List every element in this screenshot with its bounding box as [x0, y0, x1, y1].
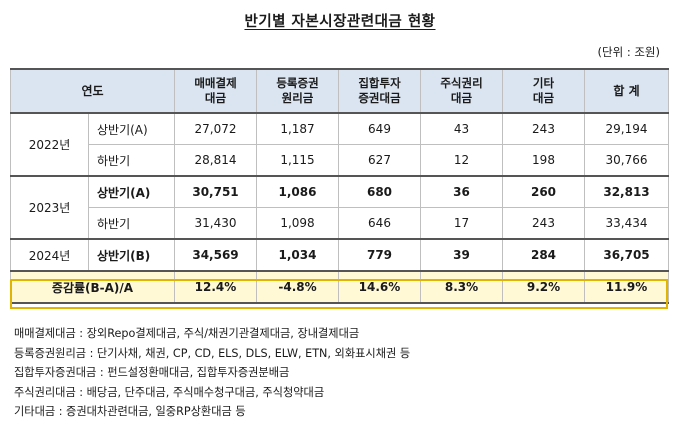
header-registered-l2: 원리금 — [281, 91, 314, 105]
value-cell: 680 — [338, 175, 421, 208]
value-cell: 649 — [338, 112, 421, 145]
half-cell: 하반기 — [88, 144, 175, 177]
footnote: 주식권리대금 : 배당금, 단주대금, 주식매수청구대금, 주식청약대금 — [14, 385, 325, 399]
header-registered: 등록증권 원리금 — [256, 68, 339, 114]
table-row: 2024년 상반기(B) 34,569 1,034 779 39 284 36,… — [10, 238, 669, 272]
value-cell: 646 — [338, 207, 421, 240]
header-total: 합 계 — [584, 68, 669, 114]
rate-cell: 14.6% — [338, 270, 421, 304]
value-cell: 30,751 — [174, 175, 257, 208]
header-rights-l2: 대금 — [450, 91, 473, 105]
rate-cell: 11.9% — [584, 270, 669, 304]
unit-label: (단위 : 조원) — [597, 45, 660, 59]
value-cell: 243 — [502, 207, 585, 240]
footnote: 기타대금 : 증권대차관련대금, 일중RP상환대금 등 — [14, 405, 246, 418]
table-row: 하반기 28,814 1,115 627 12 198 30,766 — [11, 144, 669, 177]
footnote: 등록증권원리금 : 단기사채, 채권, CP, CD, ELS, DLS, EL… — [14, 346, 411, 360]
value-cell: 34,569 — [174, 238, 257, 272]
value-cell: 1,086 — [256, 175, 339, 208]
footnote: 집합투자증권대금 : 펀드설정환매대금, 집합투자증권분배금 — [14, 366, 290, 379]
table-row: 하반기 31,430 1,098 646 17 243 33,434 — [11, 207, 669, 240]
value-cell: 1,187 — [256, 112, 339, 145]
half-cell: 상반기(A) — [88, 112, 175, 145]
total-cell: 36,705 — [584, 238, 669, 272]
header-other: 기타 대금 — [502, 68, 585, 114]
value-cell: 27,072 — [174, 112, 257, 145]
header-other-l1: 기타 — [532, 76, 555, 90]
capital-market-table: 연도 매매결제 대금 등록증권 원리금 집합투자 증권대금 주식권리 대금 기타 대금 합… — [10, 68, 669, 304]
value-cell: 1,098 — [256, 207, 339, 240]
header-rights-l1: 주식권리 — [440, 76, 483, 90]
year-cell: 2022년 — [10, 112, 89, 177]
header-year: 연도 — [10, 68, 175, 114]
rate-cell: 12.4% — [174, 270, 257, 304]
value-cell: 198 — [502, 144, 585, 177]
rate-cell: 9.2% — [502, 270, 585, 304]
value-cell: 779 — [338, 238, 421, 272]
total-cell: 33,434 — [584, 207, 669, 240]
value-cell: 43 — [420, 112, 503, 145]
value-cell: 36 — [420, 175, 503, 208]
year-cell: 2023년 — [10, 175, 89, 240]
year-cell: 2024년 — [10, 238, 89, 272]
header-rights: 주식권리 대금 — [420, 68, 503, 114]
rate-label: 증감률(B-A)/A — [10, 270, 175, 304]
page-title: 반기별 자본시장관련대금 현황 — [0, 10, 680, 31]
header-row: 연도 매매결제 대금 등록증권 원리금 집합투자 증권대금 주식권리 대금 기타 대금 합… — [10, 68, 669, 114]
value-cell: 28,814 — [174, 144, 257, 177]
value-cell: 1,034 — [256, 238, 339, 272]
value-cell: 260 — [502, 175, 585, 208]
half-cell: 하반기 — [88, 207, 175, 240]
total-cell: 32,813 — [584, 175, 669, 208]
value-cell: 627 — [338, 144, 421, 177]
header-settlement-l2: 대금 — [204, 91, 227, 105]
rate-cell: 8.3% — [420, 270, 503, 304]
value-cell: 12 — [420, 144, 503, 177]
page-title-text: 반기별 자본시장관련대금 현황 — [244, 14, 436, 30]
value-cell: 243 — [502, 112, 585, 145]
value-cell: 1,115 — [256, 144, 339, 177]
header-fund-l2: 증권대금 — [358, 91, 401, 105]
half-cell: 상반기(B) — [88, 238, 175, 272]
table-row: 2023년 상반기(A) 30,751 1,086 680 36 260 32,… — [10, 175, 669, 240]
footnote: 매매결제대금 : 장외Repo결제대금, 주식/채권기관결제대금, 장내결제대금 — [14, 327, 360, 340]
half-cell: 상반기(A) — [88, 175, 175, 208]
value-cell: 284 — [502, 238, 585, 272]
value-cell: 39 — [420, 238, 503, 272]
table-row: 2022년 상반기(A) 27,072 1,187 649 43 243 29,… — [10, 112, 669, 177]
header-settlement: 매매결제 대금 — [174, 68, 257, 114]
total-cell: 29,194 — [584, 112, 669, 145]
value-cell: 31,430 — [174, 207, 257, 240]
rate-row: 증감률(B-A)/A 12.4% -4.8% 14.6% 8.3% 9.2% 1… — [10, 270, 669, 304]
total-cell: 30,766 — [584, 144, 669, 177]
header-fund: 집합투자 증권대금 — [338, 68, 421, 114]
header-fund-l1: 집합투자 — [358, 76, 401, 90]
footnotes: 매매결제대금 : 장외Repo결제대금, 주식/채권기관결제대금, 장내결제대금… — [14, 324, 410, 422]
header-registered-l1: 등록증권 — [276, 76, 319, 90]
rate-cell: -4.8% — [256, 270, 339, 304]
header-other-l2: 대금 — [532, 91, 555, 105]
value-cell: 17 — [420, 207, 503, 240]
header-settlement-l1: 매매결제 — [194, 76, 237, 90]
